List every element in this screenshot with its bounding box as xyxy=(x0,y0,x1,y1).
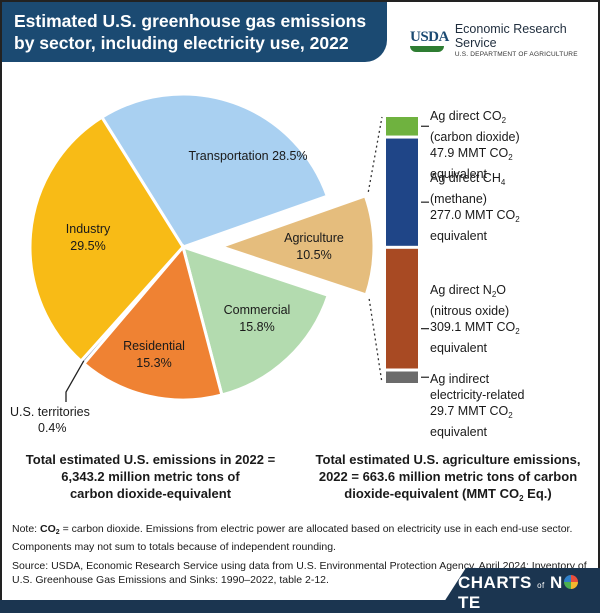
bar-label-line: Ag direct CH xyxy=(430,171,501,185)
bar-label-value: 29.7 MMT CO xyxy=(430,404,508,418)
slice-label-residential: Residential xyxy=(123,339,185,353)
bar-label-value: 47.9 MMT CO xyxy=(430,146,508,160)
leader-line-territories xyxy=(66,361,84,402)
ag-total-text: Total estimated U.S. agriculture emissio… xyxy=(298,451,598,507)
note-co2: CO xyxy=(40,523,56,535)
slice-label-industry: Industry xyxy=(66,222,111,236)
note-text: Note: CO2 = carbon dioxide. Emissions fr… xyxy=(12,522,592,554)
subscript: 4 xyxy=(501,178,505,187)
bar-segment-3 xyxy=(386,371,418,383)
bar-label-line: (nitrous oxide) xyxy=(430,304,509,318)
bar-label-indirect: Ag indirect electricity-related 29.7 MMT… xyxy=(430,371,595,440)
slice-value-u-s-territories: 0.4% xyxy=(38,421,67,435)
bar-label-line: equivalent xyxy=(430,229,487,243)
bar-label-ch4: Ag direct CH4 (methane) 277.0 MMT CO2 eq… xyxy=(430,170,595,244)
bar-label-line: Ag indirect xyxy=(430,372,489,386)
total-line: Total estimated U.S. agriculture emissio… xyxy=(316,452,581,467)
slice-value-residential: 15.3% xyxy=(136,356,171,370)
stacked-bar-chart xyxy=(386,117,429,383)
slice-value-industry: 29.5% xyxy=(70,239,105,253)
bar-label-line: (carbon dioxide) xyxy=(430,130,520,144)
total-line: 2022 = 663.6 million metric tons of carb… xyxy=(319,469,577,484)
connector-top xyxy=(368,117,382,192)
slice-label-agriculture: Agriculture xyxy=(284,231,344,245)
bar-label-line: Ag direct CO xyxy=(430,109,502,123)
bar-label-line: electricity-related xyxy=(430,388,524,402)
us-total-text: Total estimated U.S. emissions in 2022 =… xyxy=(8,451,293,502)
globe-icon xyxy=(564,575,578,589)
bar-segment-0 xyxy=(386,117,418,136)
bar-segment-1 xyxy=(386,139,418,246)
subscript: 2 xyxy=(515,327,519,336)
logo-word: TE xyxy=(458,593,481,612)
note-prefix: Note: xyxy=(12,523,40,535)
bar-label-line: equivalent xyxy=(430,425,487,439)
connector-bottom xyxy=(369,299,382,383)
total-line: 6,343.2 million metric tons of xyxy=(61,469,239,484)
total-line: Total estimated U.S. emissions in 2022 = xyxy=(26,452,275,467)
slice-label-u-s-territories: U.S. territories xyxy=(10,405,90,419)
bar-label-n2o: Ag direct N 2 O (nitrous oxide) 309.1 MMT … xyxy=(430,282,595,356)
total-line: Eq.) xyxy=(524,486,552,501)
logo-word: CHARTS xyxy=(458,573,532,592)
bar-label-line: equivalent xyxy=(430,341,487,355)
subscript: 2 xyxy=(515,215,519,224)
subscript: 2 xyxy=(502,116,506,125)
bar-label-value: 277.0 MMT CO xyxy=(430,208,515,222)
logo-word: N xyxy=(550,573,563,592)
pie-chart: Transportation 28.5% Agriculture 10.5% Comm… xyxy=(10,94,374,435)
bar-label-line: O xyxy=(496,283,506,297)
total-line: carbon dioxide-equivalent xyxy=(70,486,231,501)
logo-word: of xyxy=(537,581,545,590)
charts-of-note-logo: CHARTS of N TE xyxy=(458,573,600,613)
note-body: = carbon dioxide. Emissions from electri… xyxy=(12,523,572,553)
bar-label-value: 309.1 MMT CO xyxy=(430,320,515,334)
bar-segment-2 xyxy=(386,249,418,369)
total-line: dioxide-equivalent (MMT CO xyxy=(344,486,519,501)
slice-value-agriculture: 10.5% xyxy=(296,248,331,262)
slice-label-commercial: Commercial xyxy=(224,303,291,317)
slice-value-commercial: 15.8% xyxy=(239,320,274,334)
bar-label-line: (methane) xyxy=(430,192,487,206)
subscript: 2 xyxy=(508,411,512,420)
subscript: 2 xyxy=(508,153,512,162)
slice-label-transportation: Transportation 28.5% xyxy=(188,149,307,163)
bar-label-line: Ag direct N xyxy=(430,283,492,297)
